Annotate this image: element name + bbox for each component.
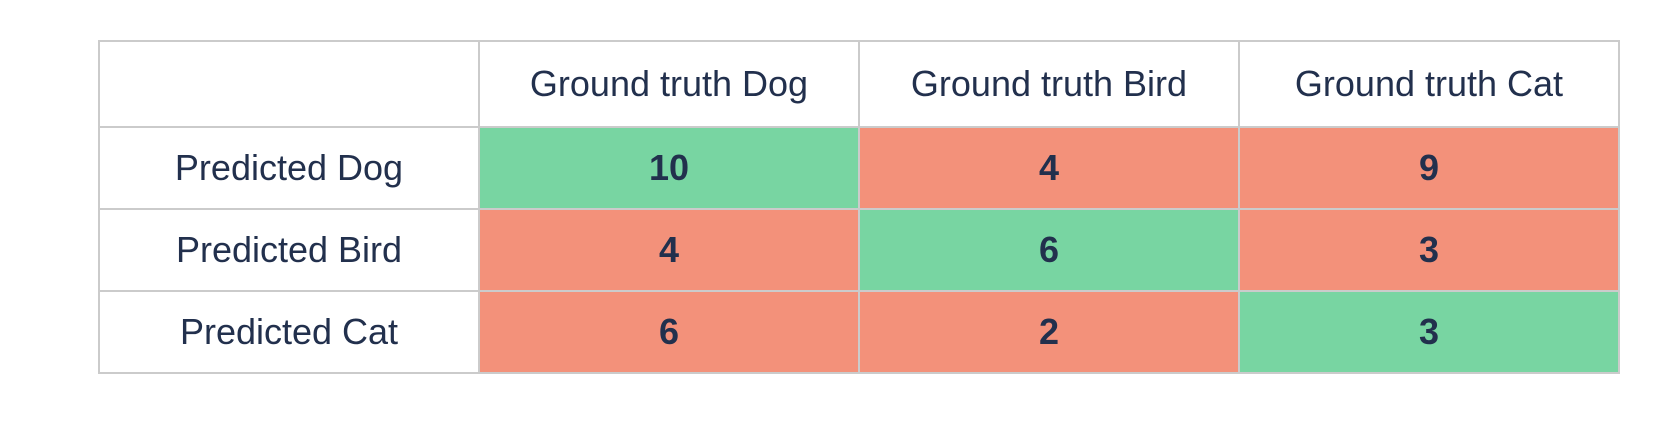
matrix-cell-bird-cat: 3: [1238, 208, 1620, 292]
column-header-ground-truth-bird: Ground truth Bird: [858, 40, 1240, 128]
matrix-cell-cat-dog: 6: [478, 290, 860, 374]
row-label-predicted-dog: Predicted Dog: [98, 126, 480, 210]
table-row-predicted-bird: Predicted Bird 4 6 3: [98, 208, 1620, 292]
column-header-ground-truth-cat: Ground truth Cat: [1238, 40, 1620, 128]
matrix-cell-dog-bird: 4: [858, 126, 1240, 210]
matrix-cell-bird-dog: 4: [478, 208, 860, 292]
matrix-cell-dog-cat: 9: [1238, 126, 1620, 210]
matrix-cell-cat-bird: 2: [858, 290, 1240, 374]
table-row-predicted-cat: Predicted Cat 6 2 3: [98, 290, 1620, 374]
column-header-ground-truth-dog: Ground truth Dog: [478, 40, 860, 128]
table-row-predicted-dog: Predicted Dog 10 4 9: [98, 126, 1620, 210]
row-label-predicted-bird: Predicted Bird: [98, 208, 480, 292]
matrix-cell-dog-dog: 10: [478, 126, 860, 210]
corner-cell: [98, 40, 480, 128]
header-row: Ground truth Dog Ground truth Bird Groun…: [98, 40, 1620, 128]
matrix-cell-bird-bird: 6: [858, 208, 1240, 292]
matrix-cell-cat-cat: 3: [1238, 290, 1620, 374]
confusion-matrix-table: Ground truth Dog Ground truth Bird Groun…: [98, 40, 1620, 374]
row-label-predicted-cat: Predicted Cat: [98, 290, 480, 374]
